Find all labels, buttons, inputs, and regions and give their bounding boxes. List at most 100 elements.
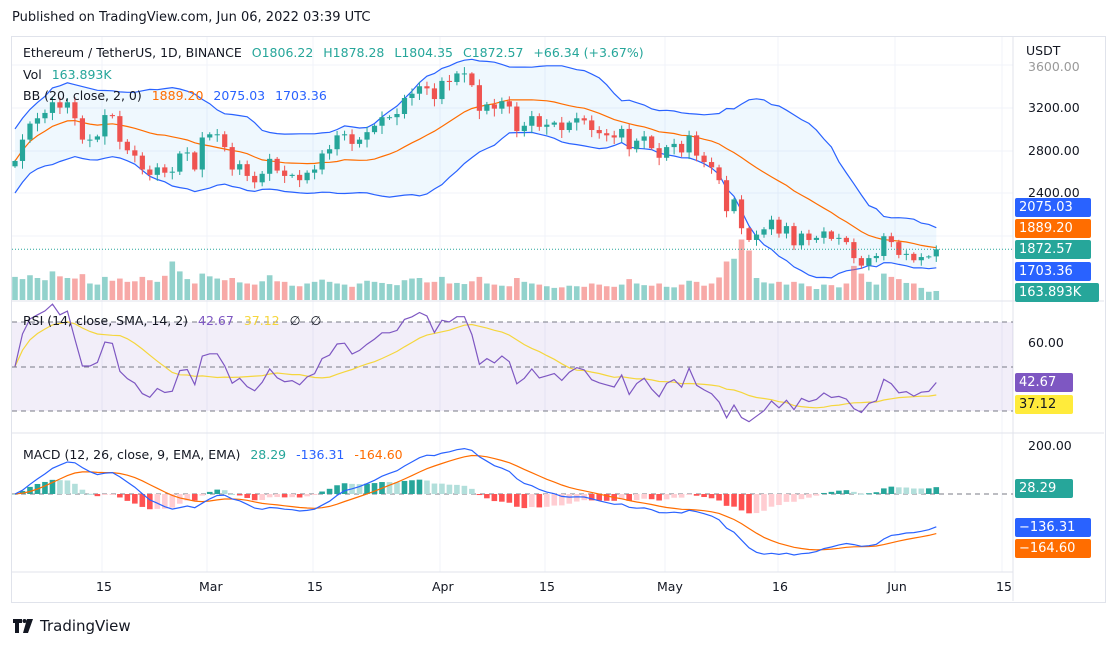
volume-bar bbox=[746, 250, 752, 300]
macd-histogram-bar bbox=[117, 494, 123, 498]
candle-body bbox=[349, 134, 355, 144]
volume-bar bbox=[663, 286, 670, 300]
volume-bar bbox=[364, 280, 370, 300]
volume-bar bbox=[147, 280, 153, 300]
macd-histogram-bar bbox=[356, 484, 363, 494]
volume-bar bbox=[529, 283, 535, 300]
currency-label[interactable]: USDT bbox=[1026, 43, 1061, 58]
volume-bar bbox=[896, 279, 902, 300]
bb-basis-tag: 1889.20 bbox=[1015, 219, 1091, 238]
volume-legend[interactable]: Vol 163.893K bbox=[23, 67, 118, 82]
candle-body bbox=[926, 256, 932, 258]
macd-histogram-bar bbox=[746, 494, 752, 514]
candle-body bbox=[499, 101, 505, 109]
macd-histogram-bar bbox=[154, 494, 161, 509]
macd-histogram-bar bbox=[184, 494, 191, 501]
bb-band-fill bbox=[15, 59, 937, 278]
candle-body bbox=[34, 118, 41, 124]
candle-body bbox=[783, 226, 790, 234]
macd-legend[interactable]: MACD (12, 26, close, 9, EMA, EMA) 28.29 … bbox=[23, 447, 409, 462]
rsi-legend[interactable]: RSI (14, close, SMA, 14, 2) 42.67 37.12 … bbox=[23, 313, 327, 328]
macd-histogram-bar bbox=[244, 494, 250, 498]
macd-histogram-bar bbox=[94, 494, 101, 497]
macd-histogram-bar bbox=[274, 494, 280, 498]
candle-body bbox=[604, 133, 610, 136]
volume-bar bbox=[791, 281, 797, 300]
candle-body bbox=[79, 118, 86, 140]
macd-histogram-bar bbox=[768, 494, 775, 507]
candle-body bbox=[139, 155, 145, 170]
volume-bar bbox=[836, 287, 842, 300]
volume-bar bbox=[304, 283, 310, 300]
candle-body bbox=[319, 153, 325, 170]
candle-body bbox=[12, 160, 18, 167]
volume-bar bbox=[394, 285, 400, 300]
macd-histogram-bar bbox=[753, 494, 760, 514]
macd-histogram-bar bbox=[12, 494, 18, 495]
volume-bar bbox=[543, 286, 550, 300]
macd-histogram-bar bbox=[903, 487, 910, 494]
volume-bar bbox=[79, 274, 86, 300]
macd-histogram-bar bbox=[109, 494, 116, 495]
volume-bar bbox=[124, 281, 131, 300]
tradingview-logo[interactable]: TradingView bbox=[13, 617, 131, 635]
macd-histogram-bar bbox=[813, 494, 820, 496]
macd-histogram-bar bbox=[304, 494, 310, 497]
macd-histogram-bar bbox=[888, 486, 895, 494]
volume-bar bbox=[214, 278, 221, 300]
macd-histogram-bar bbox=[266, 494, 273, 498]
rsi-ma-value: 37.12 bbox=[243, 313, 280, 328]
volume-bar bbox=[768, 283, 775, 300]
volume-bar bbox=[858, 273, 865, 300]
macd-histogram-bar bbox=[386, 482, 393, 494]
volume-bar bbox=[461, 284, 468, 300]
macd-hist-value: 28.29 bbox=[250, 447, 287, 462]
tradingview-wordmark: TradingView bbox=[40, 617, 131, 635]
macd-histogram-bar bbox=[214, 489, 221, 494]
macd-histogram-bar bbox=[364, 483, 370, 494]
macd-histogram-bar bbox=[514, 494, 520, 507]
bb-legend[interactable]: BB (20, close, 2, 0) 1889.20 2075.03 170… bbox=[23, 88, 333, 103]
volume-bar bbox=[229, 278, 236, 300]
volume-bar bbox=[828, 285, 835, 300]
volume-bar bbox=[341, 284, 348, 300]
volume-bar bbox=[776, 281, 782, 300]
macd-hist-tag: 28.29 bbox=[1015, 479, 1073, 498]
x-tick-label: 16 bbox=[772, 579, 788, 594]
macd-histogram-bar bbox=[843, 490, 850, 494]
macd-histogram-bar bbox=[588, 494, 595, 501]
candle-body bbox=[87, 139, 93, 141]
macd-histogram-bar bbox=[484, 494, 490, 499]
x-tick-label: Apr bbox=[432, 579, 454, 594]
candle-body bbox=[326, 149, 333, 154]
macd-histogram-bar bbox=[326, 488, 333, 494]
x-tick-label: 15 bbox=[96, 579, 112, 594]
candle-body bbox=[566, 122, 572, 131]
volume-bar bbox=[12, 276, 18, 300]
macd-histogram-bar bbox=[731, 494, 737, 507]
candle-body bbox=[199, 137, 205, 170]
candle-body bbox=[476, 85, 482, 111]
volume-bar bbox=[27, 275, 33, 300]
volume-bar bbox=[259, 281, 265, 300]
macd-histogram-bar bbox=[918, 488, 925, 494]
volume-bar bbox=[783, 284, 790, 300]
candle-body bbox=[664, 147, 670, 158]
macd-histogram-bar bbox=[543, 494, 550, 507]
macd-histogram-bar bbox=[49, 479, 56, 494]
volume-bar bbox=[371, 281, 378, 300]
volume-bar bbox=[289, 285, 295, 300]
volume-label: Vol bbox=[23, 67, 42, 82]
symbol-title[interactable]: Ethereum / TetherUS, 1D, BINANCE bbox=[23, 45, 242, 60]
volume-bar bbox=[169, 261, 176, 300]
macd-histogram-bar bbox=[251, 494, 258, 501]
macd-histogram-bar bbox=[626, 494, 632, 501]
volume-bar bbox=[596, 284, 603, 300]
volume-bar bbox=[139, 276, 146, 300]
macd-histogram-bar bbox=[656, 494, 662, 501]
candle-body bbox=[701, 155, 707, 163]
candle-body bbox=[27, 123, 33, 140]
candle-body bbox=[716, 167, 722, 181]
candle-body bbox=[446, 80, 453, 82]
